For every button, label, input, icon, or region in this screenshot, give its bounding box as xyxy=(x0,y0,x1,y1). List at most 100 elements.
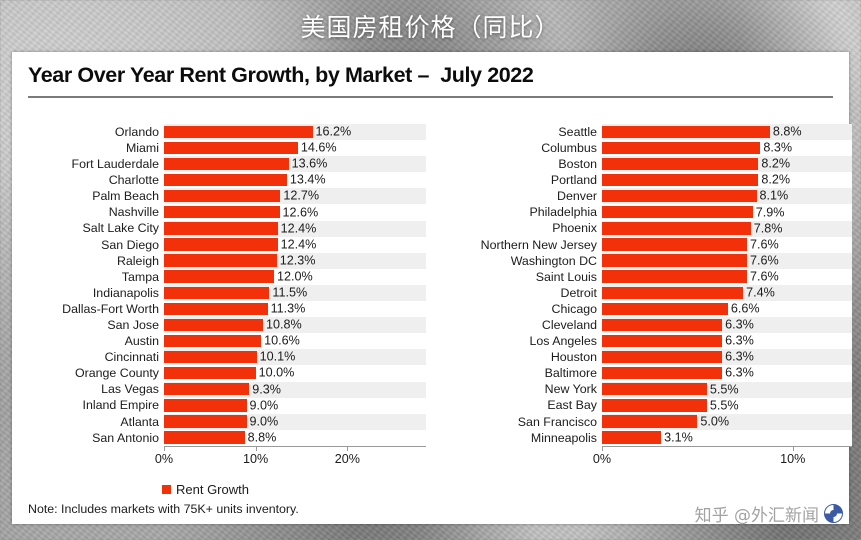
bar-row: Philadelphia 7.9% xyxy=(452,204,852,221)
chart-legend: Rent Growth xyxy=(162,482,249,497)
category-label: New York xyxy=(544,382,597,397)
bar-row: Chicago 6.6% xyxy=(452,301,852,318)
bar xyxy=(164,286,270,299)
bar-track: 7.6% xyxy=(602,269,852,285)
category-label: Columbus xyxy=(541,140,597,155)
bar xyxy=(602,254,747,267)
bar-row: Palm Beach 12.7% xyxy=(26,188,426,205)
category-label: Philadelphia xyxy=(529,205,597,220)
bar-value-label: 16.2% xyxy=(315,124,352,139)
bar xyxy=(164,238,278,251)
bar-value-label: 10.6% xyxy=(264,333,300,348)
bar xyxy=(602,350,723,364)
bar-value-label: 6.6% xyxy=(730,301,760,316)
bar-row: Phoenix 7.8% xyxy=(452,220,852,237)
bar-row: Northern New Jersey 7.6% xyxy=(452,236,852,253)
category-label: Minneapolis xyxy=(530,430,597,445)
bar-row: Washington DC 7.6% xyxy=(452,252,852,269)
bar-value-label: 14.6% xyxy=(300,140,337,155)
category-label: Orange County xyxy=(74,366,159,381)
bar-row: Boston 8.2% xyxy=(452,156,852,173)
axis-tick xyxy=(255,446,257,451)
left-panel: Orlando 16.2% Miami 14.6% Fort Lauderdale 13.… xyxy=(26,124,426,466)
bar-track: 7.4% xyxy=(602,285,852,301)
bar-row: Las Vegas 9.3% xyxy=(26,381,426,398)
bar xyxy=(164,415,247,428)
bar-track: 11.3% xyxy=(164,301,426,317)
category-label: Dallas-Fort Worth xyxy=(62,301,159,316)
bar-value-label: 12.7% xyxy=(283,189,320,204)
axis-tick xyxy=(792,446,794,451)
left-panel-rows: Orlando 16.2% Miami 14.6% Fort Lauderdale 13.… xyxy=(26,124,426,446)
bar-track: 7.8% xyxy=(602,221,852,237)
bar xyxy=(164,431,245,444)
bar xyxy=(164,334,262,348)
category-label: Detroit xyxy=(560,285,598,300)
bar xyxy=(164,399,247,412)
title-divider xyxy=(28,96,833,98)
bar-row: New York 5.5% xyxy=(452,381,852,398)
bar-track: 8.1% xyxy=(602,188,852,204)
bar xyxy=(602,286,744,299)
bar-row: Minneapolis 3.1% xyxy=(452,429,852,446)
bar-track: 12.7% xyxy=(164,188,426,204)
bar-track: 7.6% xyxy=(602,237,852,253)
bar xyxy=(164,206,280,219)
bar-track: 10.0% xyxy=(164,365,426,381)
bar xyxy=(164,350,257,364)
category-label: Cleveland xyxy=(541,317,597,332)
bar-track: 10.1% xyxy=(164,349,426,365)
bar-value-label: 10.1% xyxy=(259,350,296,365)
chart-note: Note: Includes markets with 75K+ units i… xyxy=(28,502,299,516)
bar xyxy=(164,173,287,187)
bar-track: 11.5% xyxy=(164,285,426,301)
bar-value-label: 3.1% xyxy=(664,430,693,445)
bar xyxy=(602,334,723,348)
bar-value-label: 7.6% xyxy=(749,253,779,268)
bar xyxy=(602,431,662,444)
bar-row: Seattle 8.8% xyxy=(452,124,852,141)
category-label: Seattle xyxy=(558,124,597,139)
bar-track: 12.3% xyxy=(164,253,426,269)
bar-row: Los Angeles 6.3% xyxy=(452,333,852,350)
bar-track: 5.0% xyxy=(602,414,852,430)
bar-row: Austin 10.6% xyxy=(26,333,426,350)
bar-value-label: 7.4% xyxy=(746,285,775,300)
right-panel: Seattle 8.8% Columbus 8.3% Boston 8.2% Portlan… xyxy=(452,124,852,466)
bar-value-label: 7.9% xyxy=(755,205,785,220)
bar xyxy=(602,318,723,332)
category-label: Chicago xyxy=(551,301,597,316)
bar xyxy=(602,383,707,396)
bar-row: Detroit 7.4% xyxy=(452,284,852,302)
bar-value-label: 6.3% xyxy=(725,333,754,348)
bar-value-label: 11.5% xyxy=(272,285,308,300)
bar xyxy=(164,254,277,267)
bar xyxy=(164,318,263,332)
bar-row: Cincinnati 10.1% xyxy=(26,349,426,366)
bar-track: 10.6% xyxy=(164,333,426,349)
axis-tick xyxy=(164,446,165,451)
bar xyxy=(602,399,707,412)
category-label: Palm Beach xyxy=(92,189,159,204)
bar-value-label: 12.4% xyxy=(280,221,317,236)
bar-value-label: 7.6% xyxy=(749,237,779,252)
category-label: Portland xyxy=(550,173,597,188)
bar-row: Salt Lake City 12.4% xyxy=(26,220,426,237)
bar-track: 14.6% xyxy=(164,140,426,156)
bar-value-label: 9.0% xyxy=(249,398,279,413)
bar-track: 16.2% xyxy=(164,124,426,140)
bar xyxy=(602,141,761,155)
bar xyxy=(164,383,250,396)
bar-value-label: 12.3% xyxy=(279,253,316,268)
bar-value-label: 5.5% xyxy=(709,398,739,413)
category-label: East Bay xyxy=(547,398,597,413)
bar xyxy=(164,157,289,171)
bar-value-label: 11.3% xyxy=(270,301,306,316)
bar-value-label: 6.3% xyxy=(725,317,754,332)
bar xyxy=(602,222,751,235)
bar-track: 8.8% xyxy=(164,430,426,446)
bar-track: 12.6% xyxy=(164,204,426,220)
category-label: Tampa xyxy=(121,269,159,284)
bar-row: Cleveland 6.3% xyxy=(452,317,852,334)
bar-track: 12.4% xyxy=(164,221,426,237)
